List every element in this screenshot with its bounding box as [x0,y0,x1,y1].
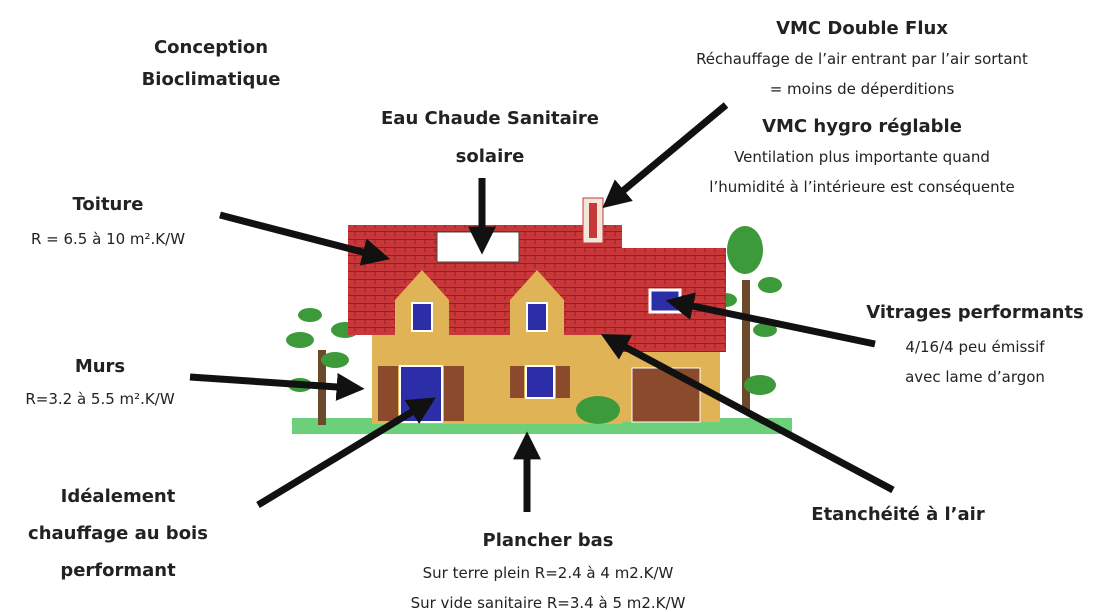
label-detail: Sur vide sanitaire R=3.4 à 5 m2.K/W [411,594,686,612]
label-heading: Vitrages performants [866,302,1084,323]
label-heading: Toiture [73,194,144,215]
label-detail: Sur terre plein R=2.4 à 4 m2.K/W [423,564,674,582]
label-detail: 4/16/4 peu émissif [905,338,1045,356]
diagram: Conception Bioclimatique VMC Double Flux… [0,0,1096,612]
label-heading: solaire [456,146,525,167]
label-heading: Murs [75,356,125,377]
label-heading: Etanchéité à l’air [811,504,985,525]
label-heading: Plancher bas [483,530,614,551]
label-detail: Ventilation plus importante quand [734,148,990,166]
label-heading: VMC Double Flux [776,18,948,39]
label-heading: performant [60,560,176,581]
label-heading: VMC hygro réglable [762,116,962,137]
label-heading: Eau Chaude Sanitaire [381,108,599,129]
label-detail: R = 6.5 à 10 m².K/W [31,230,185,248]
label-detail: R=3.2 à 5.5 m².K/W [25,390,174,408]
label-detail: = moins de déperditions [770,80,955,98]
arrow [190,377,352,388]
title: Bioclimatique [142,69,281,90]
label-detail: avec lame d’argon [905,368,1045,386]
label-detail: Réchauffage de l’air entrant par l’air s… [696,50,1028,68]
label-heading: Idéalement [61,486,176,507]
title: Conception [154,37,268,58]
label-heading: chauffage au bois [28,523,208,544]
label-detail: l’humidité à l’intérieure est conséquent… [709,178,1014,196]
